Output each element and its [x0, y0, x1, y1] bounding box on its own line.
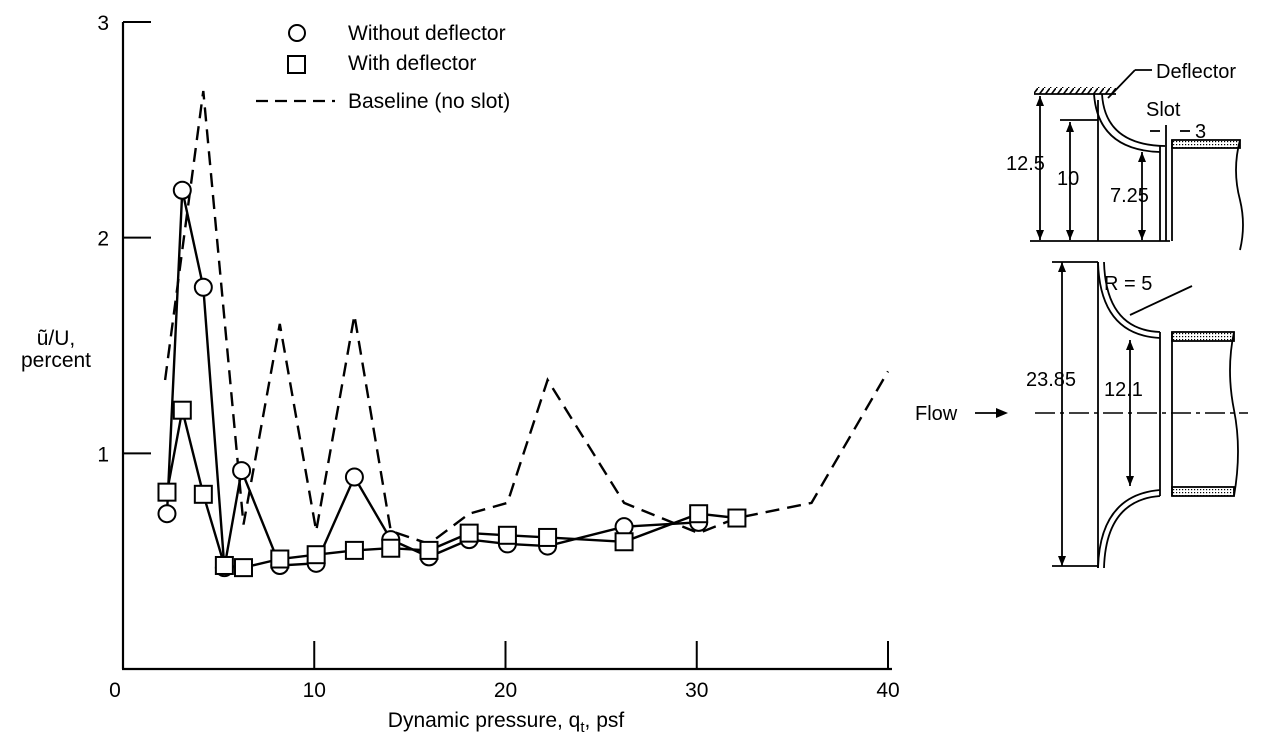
- bellmouth-top-inner: [1103, 261, 1161, 333]
- data-point-square: [214, 555, 234, 575]
- series-circle-solid: [157, 180, 709, 578]
- deflector-leader: [1107, 69, 1136, 99]
- legend-label-with-deflector: With deflector: [348, 52, 476, 75]
- deflector-curve: [1093, 93, 1161, 153]
- data-point-square: [270, 549, 290, 569]
- chart-series-layer: [157, 90, 890, 578]
- data-point-circle: [172, 180, 192, 200]
- label-dim-10: 10: [1057, 168, 1079, 190]
- data-point-square: [689, 504, 709, 524]
- data-point-circle: [232, 461, 252, 481]
- data-point-square: [344, 540, 364, 560]
- data-point-square: [614, 532, 634, 552]
- wall-hatching: [1034, 87, 1116, 94]
- label-dia-12-1: 12.1: [1104, 379, 1143, 401]
- x-tick-label: 40: [876, 679, 899, 702]
- x-tick-label: 10: [303, 679, 326, 702]
- data-point-square: [233, 558, 253, 578]
- y-tick-label: 2: [97, 228, 109, 251]
- label-dim-12-5: 12.5: [1006, 153, 1045, 175]
- data-point-square: [538, 527, 558, 547]
- data-point-square: [172, 400, 192, 420]
- legend: Without deflector With deflector Baselin…: [256, 22, 510, 113]
- label-slot: Slot: [1146, 99, 1181, 121]
- legend-label-without-deflector: Without deflector: [348, 22, 506, 45]
- y-tick-label: 1: [97, 443, 109, 466]
- x-axis-label-main: Dynamic pressure, q: [388, 709, 581, 732]
- x-tick-label: 30: [685, 679, 708, 702]
- data-point-square: [419, 540, 439, 560]
- chart-tick-labels: 0 10 20 30 40 1 2 3: [97, 12, 899, 702]
- label-radius: R = 5: [1104, 273, 1152, 295]
- label-dim-7-25: 7.25: [1110, 185, 1149, 207]
- break-line-upper: [1235, 139, 1244, 251]
- label-flow: Flow: [915, 403, 958, 425]
- x-tick-label: 20: [494, 679, 517, 702]
- data-point-square: [497, 525, 517, 545]
- deflector-curve-inner: [1101, 93, 1166, 147]
- bellmouth-top: [1097, 261, 1161, 339]
- dim-arrowheads-lower: [1058, 262, 1134, 566]
- break-line-lower: [1229, 331, 1239, 497]
- data-point-circle: [193, 277, 213, 297]
- data-point-circle: [157, 504, 177, 524]
- y-tick-label: 3: [97, 12, 109, 35]
- flow-arrowhead: [996, 408, 1008, 418]
- series-square-solid: [157, 400, 747, 578]
- duct-wall-top: [1171, 331, 1235, 342]
- x-axis-label: Dynamic pressure, qt, psf: [388, 709, 625, 736]
- y-axis-label-line1: ũ/U,: [37, 327, 76, 350]
- series-line: [165, 189, 699, 568]
- data-point-square: [157, 482, 177, 502]
- y-axis-label-line2: percent: [21, 349, 91, 372]
- chart-axes: [121, 22, 892, 671]
- data-point-square: [459, 523, 479, 543]
- legend-label-baseline: Baseline (no slot): [348, 90, 510, 113]
- data-point-square: [193, 484, 213, 504]
- duct-wall-bottom: [1171, 486, 1235, 497]
- legend-marker-circle: [288, 24, 306, 42]
- chart: 0 10 20 30 40 1 2 3 Without deflector With defl…: [21, 12, 900, 736]
- radius-leader: [1129, 285, 1193, 316]
- inlet-diagram: [975, 69, 1248, 569]
- label-dia-23-85: 23.85: [1026, 369, 1076, 391]
- data-point-square: [306, 545, 326, 565]
- label-deflector: Deflector: [1156, 61, 1236, 83]
- series-none-dashed: [163, 90, 890, 546]
- data-point-square: [381, 538, 401, 558]
- legend-marker-square: [287, 55, 306, 74]
- x-axis-label-subscript: t: [580, 719, 585, 736]
- diagram-labels: Deflector Slot 3 12.5 10 7.25 R = 5 23.8…: [915, 61, 1236, 425]
- data-point-circle: [344, 467, 364, 487]
- chart-ticks: [123, 21, 889, 669]
- data-point-square: [727, 508, 747, 528]
- bellmouth-bottom: [1097, 489, 1161, 569]
- series-line: [165, 409, 738, 569]
- series-line: [163, 90, 890, 546]
- dim-arrowheads-upper: [1036, 96, 1146, 240]
- x-tick-label: 0: [109, 679, 121, 702]
- x-axis-label-unit: , psf: [585, 709, 625, 732]
- label-slot-width: 3: [1195, 121, 1206, 143]
- bellmouth-bottom-inner: [1103, 495, 1161, 569]
